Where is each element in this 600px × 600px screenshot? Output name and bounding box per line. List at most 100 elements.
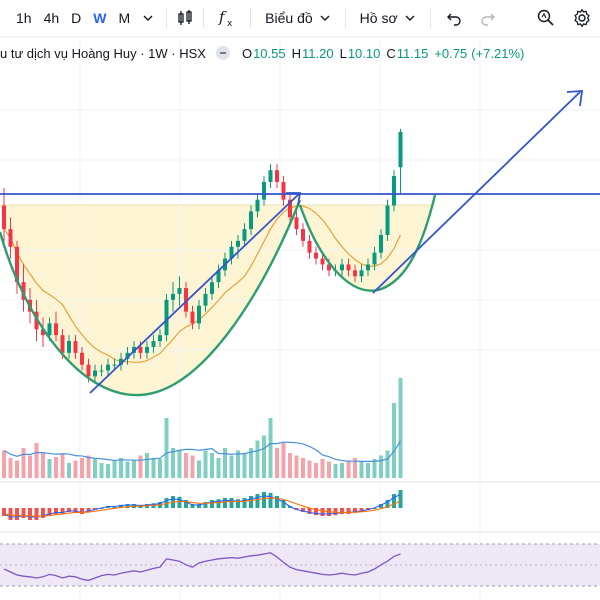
volume-bar [190,455,195,478]
volume-bar [93,459,97,478]
volume-ma-line [3,440,402,462]
candle-body [99,370,104,372]
candle-body [294,217,299,230]
volume-bar [119,458,123,478]
candle-body [2,205,6,230]
change-value: +0.75 [434,45,468,61]
volume-bar [340,463,344,478]
candle-body [210,282,214,294]
change-percent: (+7.21%) [471,45,525,61]
interval-w[interactable]: W [93,10,107,26]
volume-bar [28,455,32,478]
candle-body [366,264,370,271]
high-value: 11.20 [302,45,334,61]
interval-1h[interactable]: 1h [16,10,32,26]
macd-histogram-bar [340,508,344,514]
macd-histogram-bar [15,508,19,520]
macd-histogram-bar [190,504,195,508]
candle-body [47,323,52,336]
chart-menu-dropdown[interactable]: Biểu đồ [257,0,338,36]
collapse-legend-icon[interactable] [215,46,230,60]
trend-arrow-line-1 [89,192,301,394]
symbol-title[interactable]: u tư dịch vụ Hoàng Huy · 1W · HSX [0,45,206,61]
candle-body [385,205,390,235]
volume-bar [184,453,188,478]
volume-bar [216,458,221,478]
cup-curve-right [298,194,437,292]
svg-text:x: x [227,19,233,29]
macd-histogram-bar [177,496,182,508]
undo-icon[interactable] [437,0,471,36]
candle-body [145,346,149,353]
interval-4h[interactable]: 4h [43,10,60,26]
macd-histogram-bar [125,504,130,508]
volume-bar [112,460,117,478]
candle-body [151,341,156,347]
macd-histogram-bar [346,508,351,514]
symbol-legend: u tư dịch vụ Hoàng Huy · 1W · HSX O 10.55… [0,44,600,62]
candle-body [229,246,234,259]
volume-bar [255,440,260,478]
macd-histogram-bar [275,496,279,508]
cup-curve-left [0,199,302,397]
macd-histogram-bar [398,490,403,508]
arrowhead-2 [566,90,584,107]
macd-histogram-bar [216,499,221,508]
macd-signal-line [3,497,401,517]
arrowhead-1 [286,192,302,206]
high-label: H [291,45,302,61]
settings-gear-icon[interactable] [564,0,600,36]
macd-histogram-bar [301,508,305,512]
volume-bar [392,403,396,478]
volume-bar [288,453,292,478]
candle-body [41,329,45,336]
low-label: L [339,45,347,61]
volume-bar [320,459,325,478]
candle-body [15,246,19,283]
toolbar-divider [166,8,168,28]
profile-menu-label: Hồ sơ [359,10,398,26]
candle-body [398,131,403,168]
candle-body [320,258,325,265]
macd-histogram-bar [54,508,58,514]
candle-body [281,181,286,200]
volume-bar [353,458,357,478]
volume-bar [385,450,390,478]
macd-histogram-bar [119,504,123,508]
volume-bar [132,460,136,478]
quick-search-icon[interactable] [528,0,564,36]
interval-d[interactable]: D [71,10,82,26]
volume-bar [151,458,156,478]
volume-bar [262,435,266,478]
interval-dropdown-chevron-icon[interactable] [136,0,160,36]
trend-arrow-line-2 [372,91,581,294]
redo-icon[interactable] [471,0,505,36]
volume-bar [346,460,351,478]
candle-body [353,270,357,277]
profile-menu-dropdown[interactable]: Hồ sơ [352,0,424,36]
candle-body [86,364,91,377]
macd-histogram-bar [392,494,396,508]
candles-icon[interactable] [173,0,197,36]
volume-bar [54,457,58,478]
macd-histogram-bar [80,508,84,514]
macd-histogram-bar [184,500,188,508]
macd-histogram-bar [333,508,338,516]
interval-m[interactable]: M [118,10,131,26]
candle-body [255,199,260,212]
volume-bar [145,453,149,478]
volume-bar [86,455,91,478]
volume-bar [125,461,130,478]
candle-body [288,199,292,218]
volume-bar [333,464,338,478]
candle-body [190,311,195,324]
moving-average-line [3,205,402,363]
volume-bar [34,443,39,478]
volume-bar [372,459,377,478]
macd-histogram-bar [379,504,383,508]
macd-histogram-bar [314,508,318,516]
svg-text:f: f [218,8,227,26]
